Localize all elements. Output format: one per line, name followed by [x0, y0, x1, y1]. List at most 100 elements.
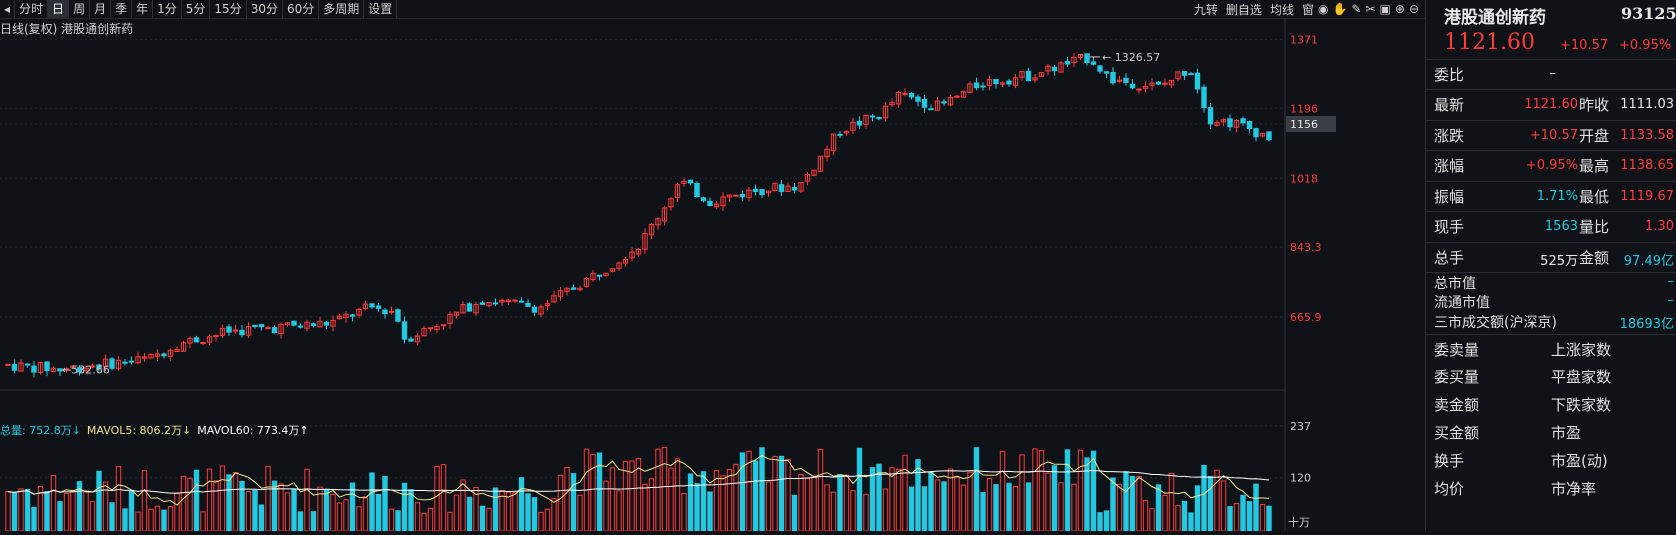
candle-body	[239, 329, 245, 336]
candle-body	[271, 327, 278, 334]
quote-label: 振幅	[1434, 187, 1465, 206]
volume-bar	[492, 487, 499, 532]
candle-body	[1077, 53, 1084, 58]
volume-bar	[1142, 499, 1149, 532]
market-value: 18693亿	[1619, 317, 1674, 332]
period-tab-7[interactable]: 5分	[182, 0, 211, 18]
candle-body	[603, 272, 609, 277]
candle-body	[1110, 71, 1116, 84]
quote-value: +0.95%	[1525, 158, 1578, 173]
candle-body	[102, 358, 109, 368]
candle-body	[824, 148, 830, 158]
period-tab-11[interactable]: 多周期	[319, 0, 365, 18]
candle-body	[772, 182, 778, 191]
draw-icon[interactable]: ✎	[1351, 2, 1362, 16]
candle-body	[83, 367, 89, 371]
volume-bar	[304, 468, 310, 532]
period-tab-10[interactable]: 60分	[283, 0, 320, 18]
candle-body	[362, 303, 369, 310]
candle-body	[369, 303, 375, 308]
back-icon[interactable]: ◂	[0, 0, 16, 18]
candle-body	[915, 96, 921, 102]
zoom-in-icon[interactable]: ⊕	[1394, 2, 1405, 16]
candle-body	[1012, 77, 1019, 86]
candle-body	[258, 324, 265, 328]
volume-bar	[258, 504, 265, 532]
volume-bar	[278, 483, 284, 532]
volume-bar	[902, 454, 908, 532]
volume-bar	[1168, 472, 1175, 532]
period-tab-5[interactable]: 年	[132, 0, 154, 18]
volume-bar	[167, 506, 174, 532]
volume-bar	[1220, 480, 1227, 532]
period-tab-1[interactable]: 日	[48, 0, 70, 18]
volume-axis-label: 120	[1290, 472, 1311, 485]
candle-body	[1103, 71, 1110, 74]
scissors-icon[interactable]: ✂	[1365, 2, 1376, 16]
period-tab-6[interactable]: 1分	[153, 0, 182, 18]
volume-bar	[1246, 501, 1253, 532]
candle-body	[980, 85, 986, 88]
volume-bar	[232, 472, 239, 532]
toolbar-right-item-3[interactable]: 窗	[1301, 2, 1314, 17]
volume-bar	[440, 464, 447, 532]
volume-bar	[57, 501, 63, 532]
volume-bar	[1045, 472, 1051, 532]
price-axis-label: 1018	[1290, 172, 1318, 185]
toolbar-right-item-0[interactable]: 九转	[1193, 2, 1218, 17]
candle-body	[648, 223, 655, 236]
eye-icon[interactable]: ◉	[1317, 2, 1329, 16]
last-price: 1121.60	[1444, 30, 1535, 55]
quote-label: 涨跌	[1434, 126, 1465, 145]
candle-body	[1233, 119, 1240, 128]
candle-body	[596, 274, 603, 277]
kline-chart[interactable]: 1371 1196 1156 1018 843.3 665.9 237 120 十万 ← 1326…	[0, 18, 1425, 532]
candle-body	[213, 334, 219, 338]
volume-bar	[1090, 450, 1097, 532]
volume-bar	[1266, 505, 1272, 532]
quote-label: 开盘	[1579, 126, 1610, 145]
stats-label: 下跌家数	[1551, 396, 1612, 414]
quote-label: 总手	[1434, 248, 1465, 267]
lock-icon[interactable]: ▣	[1379, 2, 1391, 16]
chart-subtitle: 日线(复权) 港股通创新药	[0, 22, 134, 36]
candle-body	[746, 189, 752, 198]
toolbar-right-item-2[interactable]: 均线	[1269, 2, 1294, 17]
period-tab-3[interactable]: 月	[90, 0, 112, 18]
period-tab-4[interactable]: 季	[111, 0, 133, 18]
period-tab-12[interactable]: 设置	[364, 0, 398, 18]
volume-bar	[1259, 503, 1266, 532]
candle-body	[551, 295, 557, 303]
candle-body	[382, 309, 388, 315]
candle-body	[226, 326, 232, 333]
volume-bar	[778, 455, 785, 532]
candle-body	[869, 115, 876, 118]
candle-body	[512, 299, 518, 302]
volume-bar	[206, 468, 213, 532]
volume-bar	[967, 471, 973, 532]
volume-bar	[434, 465, 440, 532]
candle-body	[629, 251, 635, 259]
hand-icon[interactable]: ✋	[1332, 2, 1348, 16]
toolbar-right-item-1[interactable]: 删自选	[1225, 2, 1262, 17]
candle-body	[200, 341, 206, 345]
period-tab-8[interactable]: 15分	[210, 0, 247, 18]
candle-body	[752, 188, 759, 193]
candle-body	[135, 356, 141, 364]
volume-bar	[661, 446, 668, 532]
volume-bar	[856, 447, 863, 532]
candle-body	[486, 302, 492, 307]
volume-bar	[791, 494, 798, 532]
market-label: 总市值	[1434, 276, 1476, 292]
candle-body	[206, 336, 213, 343]
period-tab-0[interactable]: 分时	[15, 0, 49, 18]
period-tab-9[interactable]: 30分	[247, 0, 283, 18]
volume-bar	[460, 479, 466, 532]
volume-bar	[291, 489, 297, 532]
candle-body	[1207, 107, 1214, 125]
period-tab-2[interactable]: 周	[69, 0, 91, 18]
candle-body	[1259, 132, 1266, 137]
candle-body	[570, 287, 577, 290]
candle-body	[76, 367, 83, 373]
zoom-out-icon[interactable]: ⊖	[1408, 2, 1419, 16]
